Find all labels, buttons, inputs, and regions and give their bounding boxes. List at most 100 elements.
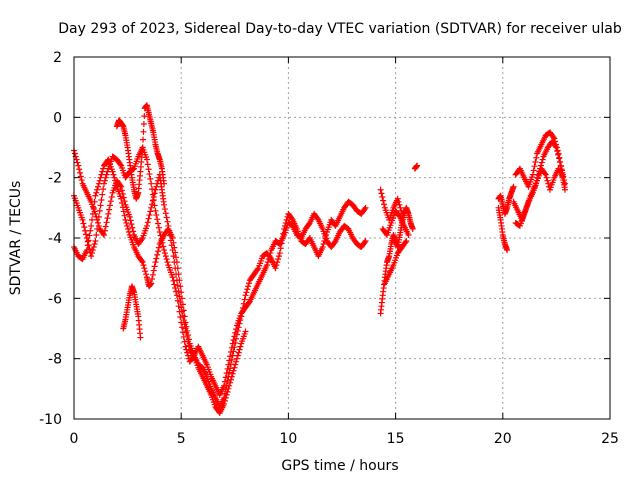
data-point — [90, 244, 97, 251]
data-point — [89, 250, 96, 257]
data-point — [149, 276, 156, 283]
data-point — [80, 220, 87, 227]
plot-frame — [73, 56, 611, 420]
data-point — [145, 215, 152, 222]
data-point — [178, 289, 185, 296]
data-point — [409, 225, 416, 232]
data-point — [85, 237, 92, 244]
data-point — [161, 247, 168, 254]
data-point — [552, 141, 559, 148]
data-point — [414, 162, 421, 169]
data-point — [183, 346, 190, 353]
data-point — [222, 374, 229, 381]
data-point — [180, 333, 187, 340]
data-point — [129, 224, 136, 231]
y-tick-labels: -10 -8 -6 -4 -2 0 2 — [39, 50, 62, 428]
data-point — [124, 222, 131, 229]
data-point — [149, 191, 156, 198]
data-point — [532, 158, 539, 165]
data-point — [561, 186, 568, 193]
data-point — [175, 303, 182, 310]
y-tick-label: -6 — [48, 291, 62, 307]
data-point — [176, 277, 183, 284]
data-point — [170, 277, 177, 284]
data-point — [91, 241, 98, 248]
data-point — [171, 281, 178, 288]
data-point — [89, 216, 96, 223]
data-point — [95, 183, 102, 190]
data-point — [95, 213, 102, 220]
data-point — [362, 204, 369, 211]
data-point — [179, 301, 186, 308]
data-point — [226, 357, 233, 364]
data-point — [150, 267, 157, 274]
data-point — [230, 336, 237, 343]
data-point — [143, 156, 150, 163]
data-point — [242, 292, 249, 299]
data-point — [174, 265, 181, 272]
data-point — [182, 343, 189, 350]
data-point — [87, 227, 94, 234]
data-point — [92, 238, 99, 245]
data-point — [181, 313, 188, 320]
y-axis-label: SDTVAR / TECUs — [8, 181, 24, 296]
data-point — [555, 150, 562, 157]
data-point — [181, 338, 188, 345]
data-point — [153, 255, 160, 262]
data-point — [161, 180, 168, 187]
data-point — [140, 262, 147, 269]
data-point — [170, 239, 177, 246]
data-point — [173, 254, 180, 261]
data-point — [396, 201, 403, 208]
data-point — [557, 158, 564, 165]
data-point — [169, 235, 176, 241]
data-point — [538, 159, 545, 166]
x-tick-label: 25 — [601, 431, 619, 447]
data-point — [100, 186, 107, 193]
data-point — [139, 259, 146, 266]
data-point — [230, 367, 237, 374]
data-point — [377, 186, 384, 193]
data-point — [265, 256, 272, 263]
data-point — [84, 242, 91, 249]
data-point — [77, 169, 84, 176]
chart-title: Day 293 of 2023, Sidereal Day-to-day VTE… — [58, 21, 622, 37]
data-point — [223, 370, 230, 377]
data-point — [227, 349, 234, 356]
data-point — [403, 238, 410, 245]
data-point — [553, 144, 560, 151]
data-point — [161, 206, 168, 213]
data-point — [130, 228, 137, 235]
data-point — [241, 296, 248, 303]
data-point — [233, 355, 240, 362]
data-point — [104, 215, 111, 222]
data-point — [106, 206, 113, 213]
data-point — [89, 210, 96, 217]
x-tick-label: 15 — [387, 431, 405, 447]
x-tick-label: 20 — [494, 431, 512, 447]
data-point — [221, 397, 228, 404]
x-tick-label: 0 — [70, 431, 79, 447]
data-point — [144, 161, 151, 168]
data-point — [236, 346, 243, 353]
data-point — [396, 212, 403, 219]
data-point — [399, 210, 406, 217]
data-point — [160, 243, 167, 250]
data-point — [92, 192, 99, 199]
data-point — [88, 253, 95, 260]
y-tick-label: -2 — [48, 171, 62, 187]
data-point — [394, 195, 401, 202]
data-point — [98, 171, 105, 178]
data-point — [224, 388, 231, 395]
data-point — [101, 231, 108, 238]
data-point — [179, 324, 186, 331]
y-tick-label: -10 — [39, 412, 62, 428]
data-point — [86, 232, 93, 239]
data-point — [147, 175, 154, 182]
data-point — [221, 378, 228, 385]
data-point — [148, 280, 155, 287]
data-point — [90, 204, 97, 211]
data-point — [232, 361, 239, 368]
data-point — [127, 217, 134, 224]
data-point — [274, 259, 281, 266]
